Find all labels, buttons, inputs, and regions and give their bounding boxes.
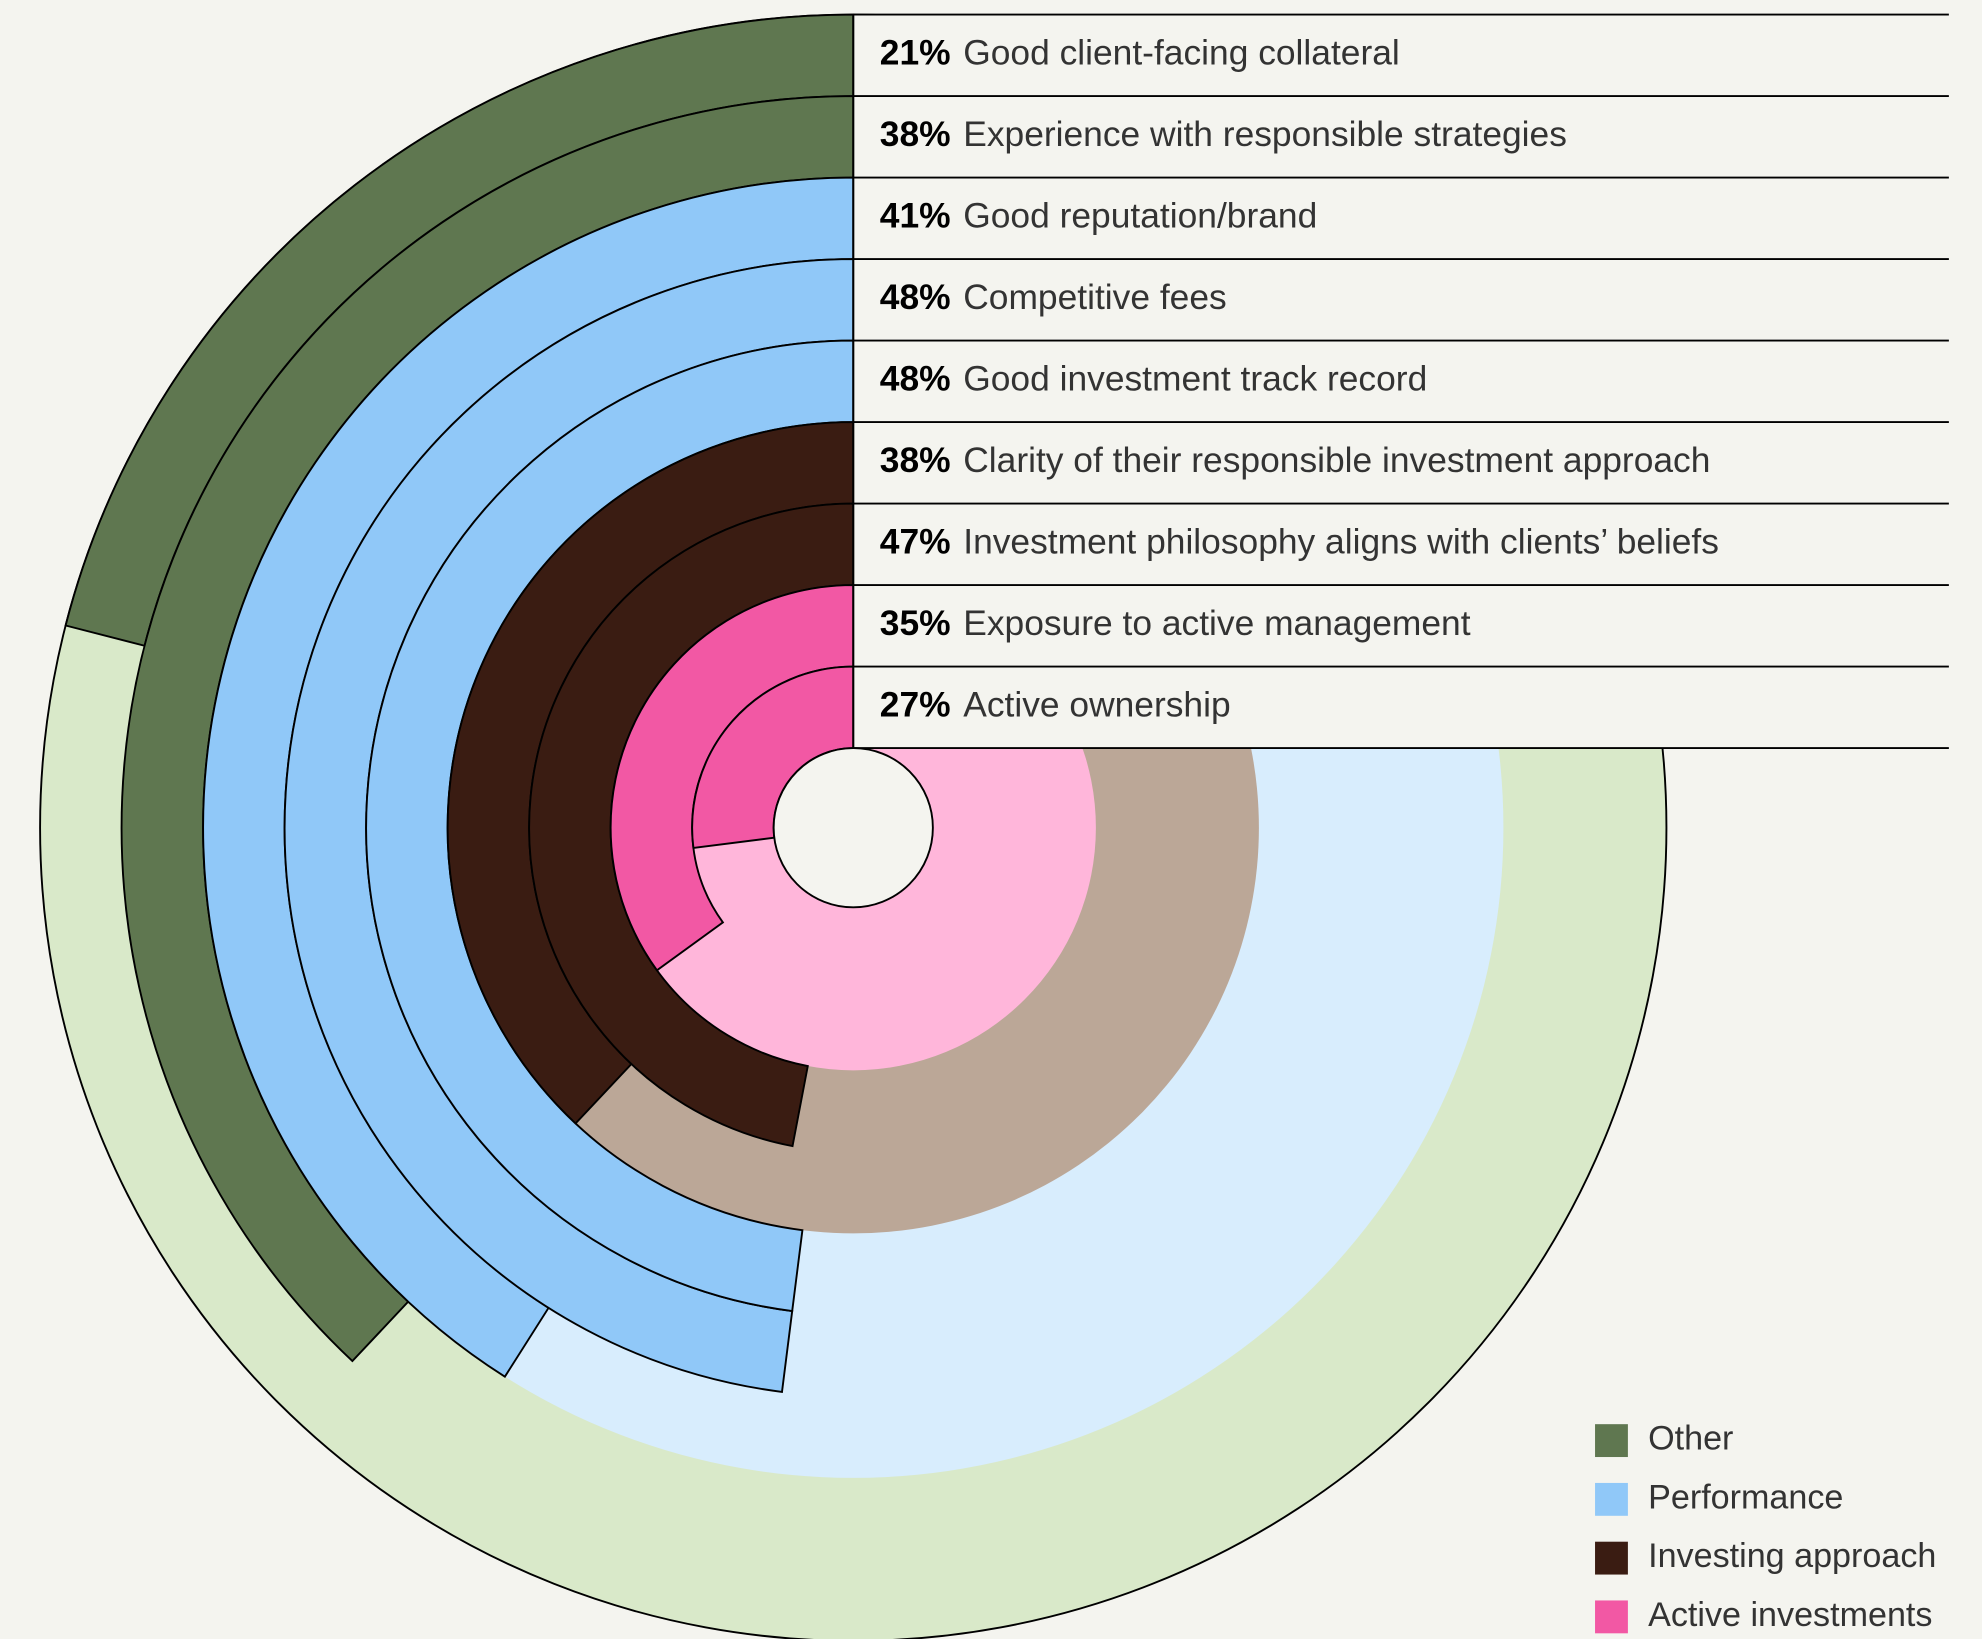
row-label: 27% Active ownership (880, 686, 1231, 725)
row-label: 41% Good reputation/brand (880, 197, 1317, 236)
legend-label: Other (1648, 1420, 1733, 1458)
value-label: 48% (880, 278, 951, 317)
value-label: 21% (880, 34, 951, 73)
legend-label: Active investments (1648, 1596, 1932, 1634)
legend-swatch (1595, 1541, 1628, 1575)
row-label: 21% Good client-facing collateral (880, 34, 1400, 73)
legend-swatch (1595, 1482, 1628, 1516)
value-label: 38% (880, 115, 951, 154)
row-label: 48% Competitive fees (880, 278, 1227, 317)
category-label: Investment philosophy aligns with client… (963, 523, 1719, 562)
value-label: 48% (880, 360, 951, 399)
value-label: 35% (880, 604, 951, 643)
category-label: Exposure to active management (963, 604, 1470, 643)
legend-swatch (1595, 1424, 1628, 1458)
row-label: 35% Exposure to active management (880, 604, 1471, 643)
category-label: Competitive fees (963, 278, 1226, 317)
row-label: 48% Good investment track record (880, 360, 1427, 399)
category-label: Clarity of their responsible investment … (963, 441, 1710, 480)
category-label: Good reputation/brand (963, 197, 1317, 236)
value-label: 27% (880, 686, 951, 725)
value-label: 38% (880, 441, 951, 480)
value-label: 47% (880, 523, 951, 562)
row-label: 47% Investment philosophy aligns with cli… (880, 523, 1719, 562)
category-label: Experience with responsible strategies (963, 115, 1567, 154)
row-label: 38% Clarity of their responsible investme… (880, 441, 1711, 480)
legend-swatch (1595, 1600, 1628, 1634)
category-label: Good client-facing collateral (963, 34, 1400, 73)
category-label: Good investment track record (963, 360, 1427, 399)
center-hole (772, 747, 934, 909)
label-table (853, 14, 1949, 749)
row-label: 38% Experience with responsible strategie… (880, 115, 1567, 154)
legend-label: Performance (1648, 1478, 1843, 1516)
category-label: Active ownership (963, 686, 1230, 725)
value-label: 41% (880, 197, 951, 236)
legend-label: Investing approach (1648, 1537, 1936, 1575)
